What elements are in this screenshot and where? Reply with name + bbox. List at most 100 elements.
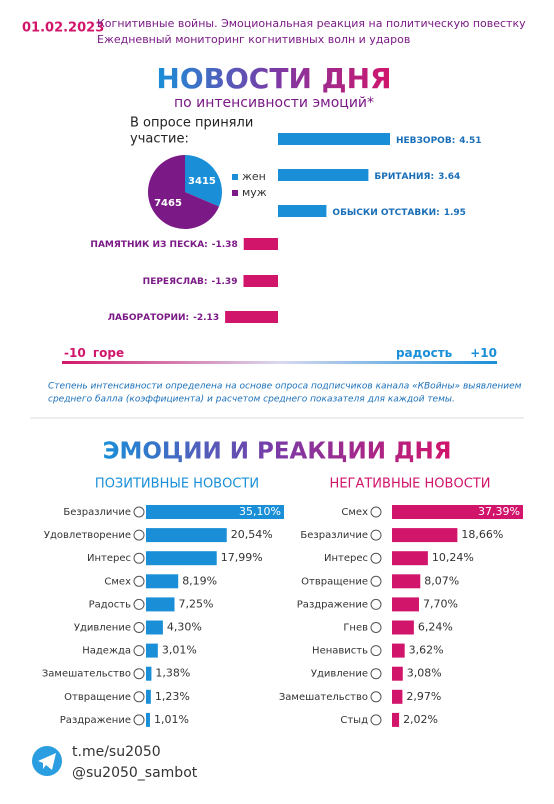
bar-category: НЕВЗОРОВ: (396, 136, 455, 146)
section-title: ЭМОЦИИ И РЕАКЦИИ ДНЯ (103, 439, 452, 465)
scale-right: радость +10 (396, 346, 497, 360)
bar-label: НЕВЗОРОВ: 4.51 (396, 136, 482, 146)
telegram-plane (38, 753, 56, 770)
category-label: Ненависть (312, 646, 368, 657)
category-label: Удивление (74, 623, 131, 634)
emoji-icon (133, 645, 145, 657)
value-label: 1,23% (155, 690, 190, 703)
bar (392, 597, 419, 612)
category-label: Безразличие (63, 507, 131, 518)
bar (392, 689, 403, 704)
emoji-icon (133, 691, 145, 703)
category-label: Удивление (311, 669, 368, 680)
bar-value: 4.51 (459, 136, 481, 146)
bar (225, 311, 278, 323)
footer-link: t.me/su2050 (72, 744, 161, 760)
emoji-icon (370, 622, 382, 633)
legend-label: жен (242, 170, 266, 183)
value-label: 3,01% (162, 644, 197, 657)
emoji-icon (370, 645, 382, 657)
bar (146, 505, 284, 519)
footnote: Степень интенсивности определена на осно… (48, 382, 522, 392)
value-label: 20,54% (231, 528, 273, 541)
footer-link: @su2050_sambot (72, 765, 198, 781)
bar (243, 275, 278, 287)
bar (392, 505, 523, 519)
emoji-icon (370, 506, 382, 518)
emoji-icon (370, 598, 382, 610)
bar (278, 205, 327, 217)
pie-title: участие: (130, 132, 189, 147)
category-label: Безразличие (300, 530, 368, 541)
value-label: 3,08% (407, 667, 442, 680)
category-label: Удовлетворение (44, 530, 131, 541)
value-label: 7,25% (179, 597, 214, 610)
bar-category: БРИТАНИЯ: (374, 172, 434, 182)
bar (146, 689, 151, 704)
value-label: 8,19% (182, 574, 217, 587)
emoji-icon (133, 622, 145, 633)
value-label: 10,24% (432, 551, 474, 564)
emoji-icon (370, 691, 382, 703)
bar (146, 666, 152, 681)
bar (392, 528, 458, 543)
value-label: 6,24% (418, 621, 453, 634)
bar-category: ОБЫСКИ ОТСТАВКИ: (332, 208, 439, 218)
value-label: 4,30% (167, 621, 202, 634)
value-label: 2,02% (403, 713, 438, 726)
category-label: Стыд (340, 715, 368, 726)
bar (146, 597, 175, 612)
value-label: 1,38% (155, 667, 190, 680)
value-label: 8,07% (424, 574, 459, 587)
pie-slice (147, 155, 220, 230)
bar (392, 551, 428, 566)
emoji-icon (133, 714, 145, 726)
value-label: 18,66% (461, 528, 503, 541)
emoji-icon (133, 552, 145, 564)
header-line: Ежедневный мониторинг когнитивных волн и… (97, 33, 410, 46)
bar (146, 528, 227, 543)
chart-title: ПОЗИТИВНЫЕ НОВОСТИ (95, 477, 259, 492)
scale-number: +10 (470, 346, 497, 360)
bar-category: ПАМЯТНИК ИЗ ПЕСКА: (90, 240, 207, 250)
bar-label: ЛАБОРАТОРИИ: -2.13 (108, 313, 220, 323)
emoji-icon (370, 668, 382, 680)
category-label: Замешательство (42, 669, 131, 680)
scale-text: горе (93, 346, 124, 360)
category-label: Отвращение (64, 692, 131, 703)
bar (146, 551, 217, 566)
bar (278, 133, 390, 145)
value-label: 3,62% (409, 644, 444, 657)
bar-value: 1.95 (444, 208, 466, 218)
emoji-icon (133, 529, 145, 541)
scale-bar (62, 361, 497, 364)
bar (243, 238, 278, 250)
legend-swatch (232, 190, 238, 196)
bar (146, 574, 179, 589)
value-label: 35,10% (239, 505, 281, 518)
value-label: 37,39% (478, 505, 520, 518)
bar-label: ПАМЯТНИК ИЗ ПЕСКА: -1.38 (90, 240, 237, 250)
emoji-icon (133, 668, 145, 680)
emoji-icon (133, 598, 145, 610)
bar (392, 620, 414, 635)
bar-label: БРИТАНИЯ: 3.64 (374, 172, 460, 182)
slice-label: 7465 (154, 198, 182, 209)
category-label: Интерес (87, 553, 131, 564)
scale-text: радость (396, 346, 453, 360)
bar (392, 643, 405, 658)
emoji-icon (133, 575, 145, 587)
emoji-icon (370, 714, 382, 726)
bar (392, 666, 403, 681)
emoji-icon (370, 575, 382, 587)
subtitle: по интенсивности эмоций* (174, 95, 374, 111)
pie-slice (185, 155, 222, 207)
emoji-icon (370, 529, 382, 541)
footnote: среднего балла (коэффициента) и расчетом… (48, 395, 455, 405)
bar (146, 620, 163, 635)
category-label: Смех (104, 576, 131, 587)
slice-label: 3415 (188, 176, 216, 187)
header-line: Когнитивные войны. Эмоциональная реакция… (97, 17, 526, 30)
